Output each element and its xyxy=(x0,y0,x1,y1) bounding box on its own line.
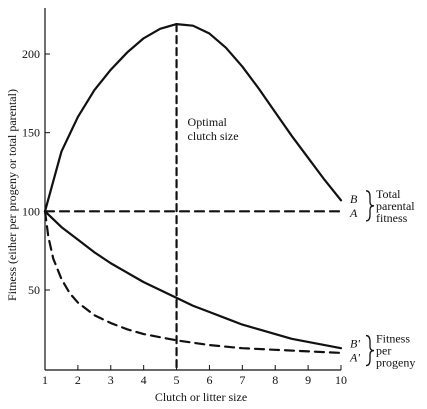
x-tick-label: 10 xyxy=(335,373,347,387)
x-tick-label: 9 xyxy=(305,373,311,387)
series-label-0: B xyxy=(350,192,358,206)
x-tick-label: 8 xyxy=(272,373,278,387)
axes: 1 2 3 4 5 6 7 8 9 10 50 100 150 200 Clutch or litter s… xyxy=(5,8,347,404)
x-tick-label: 4 xyxy=(141,373,147,387)
series-line-3 xyxy=(43,210,343,355)
series-layer xyxy=(43,23,343,355)
group-label-line: parental xyxy=(376,199,415,213)
y-tick-label: 100 xyxy=(22,204,40,218)
x-tick-label: 7 xyxy=(239,373,245,387)
group-brace-1 xyxy=(365,334,375,367)
group-label-line: per xyxy=(376,344,391,358)
optimum-label-line: Optimal xyxy=(188,115,228,129)
y-tick-label: 200 xyxy=(22,47,40,61)
group-label-line: Total xyxy=(376,187,401,201)
group-label-line: Fitness xyxy=(376,332,410,346)
series-label-2: B' xyxy=(350,337,360,351)
optimum-label-line: clutch size xyxy=(188,129,239,143)
x-tick-label: 3 xyxy=(108,373,114,387)
y-tick-label: 150 xyxy=(22,126,40,140)
x-tick-label: 5 xyxy=(174,373,180,387)
x-axis-title: Clutch or litter size xyxy=(155,390,247,404)
x-tick-label: 1 xyxy=(42,373,48,387)
series-label-1: A xyxy=(349,206,358,220)
series-line-2 xyxy=(43,210,343,350)
series-line-0 xyxy=(43,23,343,213)
series-label-3: A' xyxy=(349,351,360,365)
x-tick-label: 6 xyxy=(206,373,212,387)
x-tick-label: 2 xyxy=(75,373,81,387)
y-tick-label: 50 xyxy=(28,283,40,297)
y-axis-title: Fitness (either per progeny or total par… xyxy=(5,89,19,301)
group-brace-0 xyxy=(365,190,375,222)
group-label-line: progeny xyxy=(376,356,415,370)
group-label-line: fitness xyxy=(376,211,408,225)
